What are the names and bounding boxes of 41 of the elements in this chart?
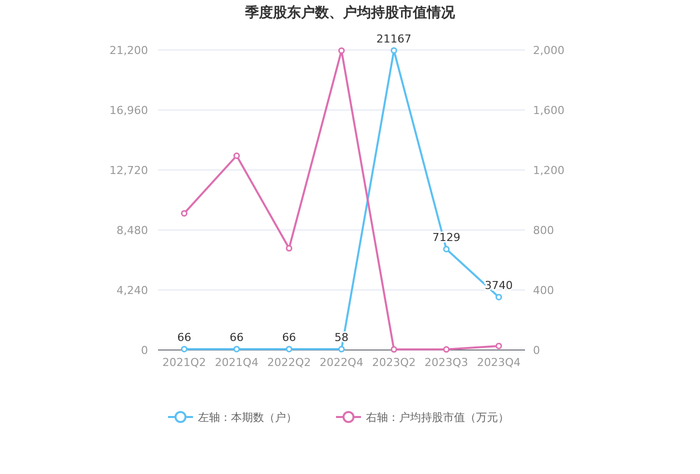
y2-tick-label: 1,600 — [533, 104, 564, 117]
y2-tick-label: 400 — [533, 284, 554, 297]
y-tick-label: 4,240 — [116, 284, 148, 297]
point — [180, 346, 188, 352]
point — [233, 152, 240, 159]
point — [180, 210, 188, 217]
point — [233, 346, 240, 352]
y2-tick-label: 1,200 — [533, 164, 564, 177]
legend-label: 右轴：户均持股市值（万元） — [366, 411, 509, 424]
point — [338, 346, 345, 352]
y-tick-label: 12,720 — [110, 164, 148, 177]
point — [338, 47, 345, 54]
y2-tick-label: 2,000 — [533, 44, 564, 57]
y-tick-label: 21,200 — [110, 44, 148, 57]
data-label: 66 — [282, 331, 296, 344]
y2-tick-label: 800 — [533, 224, 554, 237]
y2-tick-label: 0 — [533, 344, 540, 357]
y-tick-label: 8,480 — [116, 224, 148, 237]
point — [443, 346, 450, 353]
y-tick-label: 16,960 — [110, 104, 148, 117]
data-label: 3740 — [484, 279, 513, 292]
x-tick-label: 2023Q2 — [372, 356, 416, 369]
x-tick-label: 2021Q4 — [214, 356, 258, 369]
x-tick-label: 2023Q4 — [476, 356, 521, 369]
x-tick-label: 2022Q4 — [320, 356, 364, 369]
point — [390, 47, 398, 54]
point — [496, 342, 502, 350]
point — [496, 294, 502, 300]
x-tick-label: 2023Q3 — [424, 356, 468, 369]
y-tick-label: 0 — [141, 344, 148, 357]
point — [390, 346, 398, 353]
chart-title: 季度股东户数、户均持股市值情况 — [244, 4, 456, 21]
x-tick-label: 2021Q2 — [162, 356, 206, 369]
point — [443, 246, 450, 252]
point — [286, 245, 292, 252]
data-label: 21167 — [376, 32, 412, 46]
legend-label: 左轴：本期数（户） — [198, 411, 297, 424]
data-label: 66 — [177, 331, 192, 344]
x-tick-label: 2022Q2 — [267, 356, 311, 369]
point — [286, 346, 292, 352]
data-label: 66 — [230, 331, 244, 344]
